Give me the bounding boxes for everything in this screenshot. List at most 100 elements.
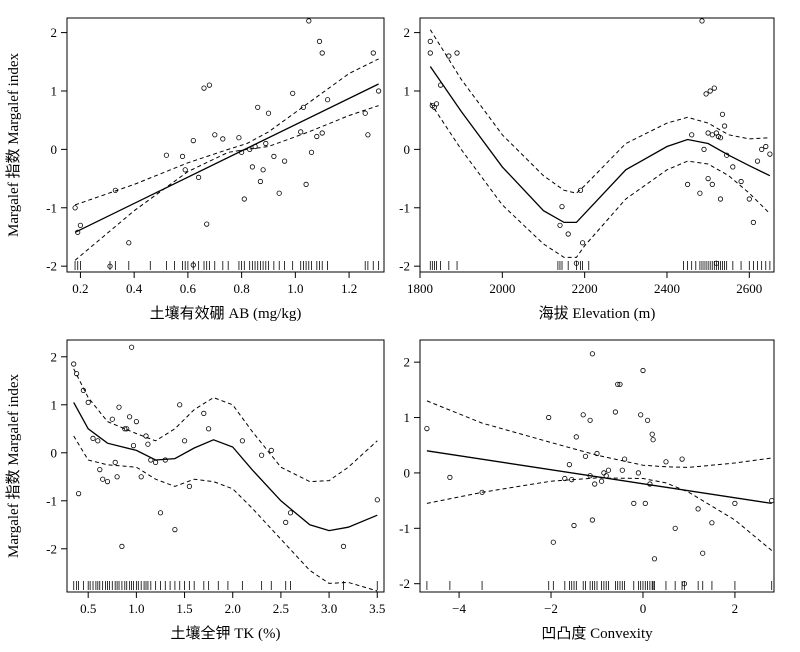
data-point: [621, 456, 628, 462]
data-point: [249, 164, 255, 170]
data-point: [689, 132, 695, 138]
x-tick-label: 0.5: [80, 601, 96, 616]
data-point: [268, 447, 274, 453]
y-tick-label: -1: [399, 521, 410, 536]
plot-frame: [419, 17, 775, 273]
x-axis-title: 土壤全钾 TK (%): [171, 624, 281, 642]
data-point: [679, 456, 685, 462]
data-point: [695, 506, 701, 512]
data-point: [127, 414, 133, 420]
data-point: [72, 205, 78, 211]
data-point: [206, 426, 212, 432]
data-point: [650, 437, 656, 443]
data-point: [95, 438, 101, 444]
data-point: [681, 581, 688, 587]
x-tick-label: 2.5: [273, 601, 289, 616]
data-point: [651, 556, 658, 562]
data-point: [319, 130, 325, 136]
data-point: [119, 543, 125, 550]
data-point: [759, 146, 765, 152]
data-point: [598, 478, 605, 484]
data-point: [163, 152, 169, 158]
data-point: [172, 526, 178, 533]
panel-ab: 0.2 0.4 0.6 0.8 1.0 1.2 -2 -1 0 1 2 土壤有效硼 AB (mg/kg…: [5, 17, 385, 322]
y-tick-label: -1: [399, 200, 410, 215]
data-point: [130, 442, 137, 449]
x-tick-label: 0.2: [72, 281, 88, 296]
panel-convexity: −4 −2 0 2 -2 -1 0 1 2 凹凸度 Convexity: [399, 339, 775, 642]
y-tick-label: 2: [404, 355, 411, 370]
y-tick-label: 0: [51, 142, 58, 157]
data-point: [116, 404, 122, 410]
x-axis-title: 土壤有效硼 AB (mg/kg): [150, 304, 302, 322]
data-point: [562, 475, 568, 482]
data-point: [162, 457, 168, 463]
data-point: [582, 453, 589, 459]
x-tick-label: 0: [640, 601, 647, 616]
data-point: [619, 467, 625, 473]
data-point: [719, 111, 726, 117]
data-point: [190, 262, 196, 268]
lower-confidence-band: [429, 102, 771, 258]
data-point: [263, 140, 269, 147]
data-point: [236, 135, 242, 141]
data-point: [605, 467, 612, 473]
y-tick-label: 2: [404, 25, 411, 40]
data-point: [750, 219, 757, 225]
upper-confidence-band: [73, 368, 378, 483]
data-point: [635, 470, 642, 476]
data-point: [319, 50, 325, 56]
data-point: [306, 18, 312, 24]
data-point: [281, 158, 288, 164]
data-point: [644, 417, 651, 423]
data-point: [587, 473, 593, 479]
data-point: [247, 146, 253, 152]
data-point: [71, 361, 77, 367]
data-point: [308, 149, 315, 155]
fitted-curve: [426, 450, 772, 505]
data-point: [85, 399, 91, 405]
data-point: [557, 222, 563, 228]
data-point: [738, 178, 744, 185]
data-point: [724, 152, 730, 158]
x-tick-label: 3.5: [369, 601, 385, 616]
y-tick-label: 1: [51, 397, 58, 412]
data-point: [732, 500, 738, 506]
data-point: [424, 425, 430, 432]
fitted-curve: [73, 402, 378, 532]
data-point: [104, 478, 111, 485]
x-tick-label: 2.0: [225, 601, 241, 616]
data-point: [663, 459, 669, 465]
data-point: [707, 88, 713, 94]
data-point: [283, 519, 289, 526]
data-point: [603, 473, 609, 479]
y-tick-label: -1: [46, 493, 57, 508]
data-point: [126, 240, 132, 246]
data-point: [124, 426, 130, 432]
data-point: [550, 539, 556, 545]
data-point: [77, 222, 84, 228]
data-point: [565, 231, 571, 237]
x-tick-label: 1800: [407, 281, 433, 296]
data-point: [265, 110, 272, 116]
data-point: [573, 434, 579, 440]
plot-frame: [66, 17, 385, 273]
x-tick-label: 2200: [572, 281, 598, 296]
data-point: [374, 497, 380, 503]
data-point: [446, 53, 452, 59]
data-point: [112, 187, 119, 193]
x-tick-label: 1.0: [287, 281, 303, 296]
x-tick-label: 1.0: [128, 601, 144, 616]
x-tick-label: 1.5: [176, 601, 192, 616]
data-point: [571, 522, 577, 529]
data-point: [427, 38, 433, 45]
data-point: [252, 143, 258, 150]
data-point: [569, 476, 575, 483]
data-point: [112, 459, 118, 465]
data-point: [592, 481, 598, 487]
x-tick-label: 0.4: [126, 281, 143, 296]
data-point: [97, 466, 103, 473]
data-point: [479, 489, 485, 495]
data-point: [703, 91, 709, 97]
